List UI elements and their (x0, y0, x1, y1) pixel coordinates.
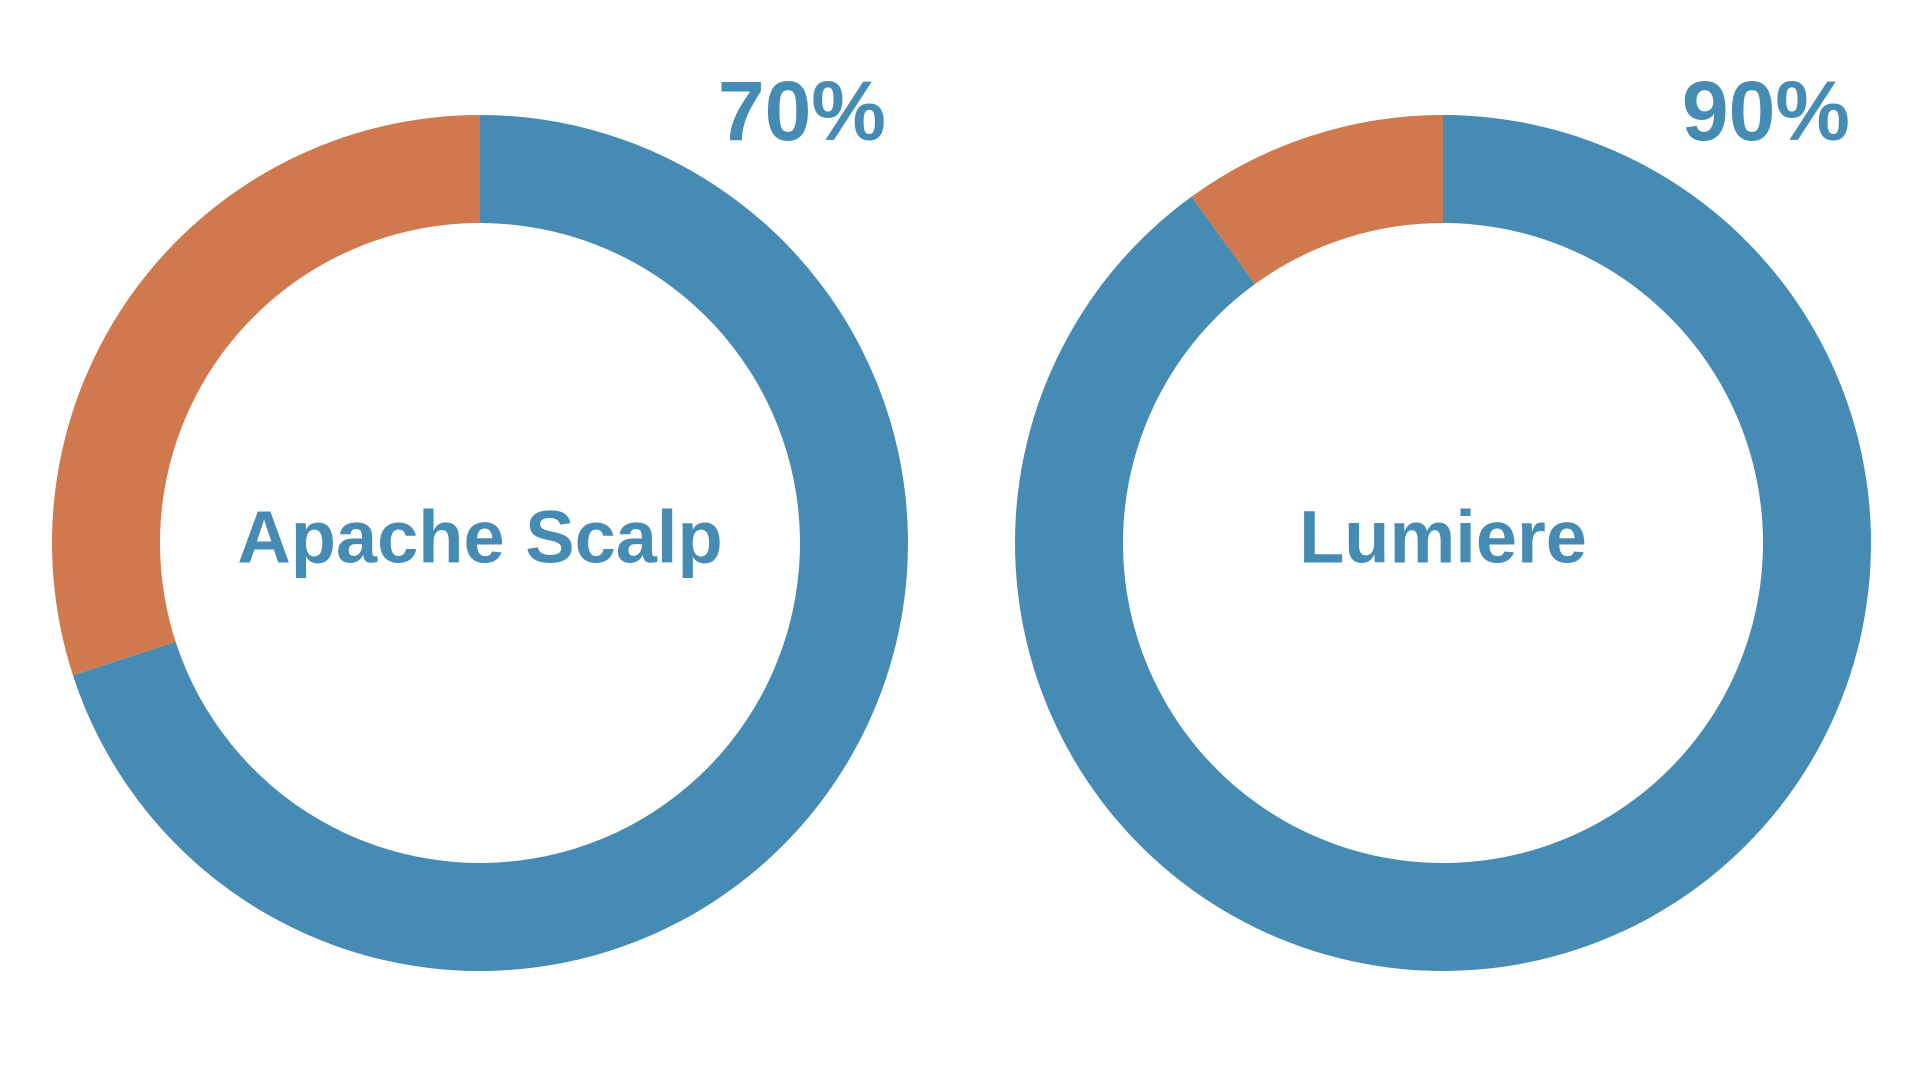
donut-slice-apache-scalp-remainder (51, 115, 481, 676)
donut-chart-lumiere: Lumiere 90% (1014, 64, 1871, 972)
donut-center-label: Lumiere (1299, 496, 1587, 579)
donut-center-label: Apache Scalp (237, 496, 722, 579)
donut-slice-lumiere-remainder (1191, 114, 1443, 285)
donut-percent-label: 90% (1682, 64, 1850, 158)
donut-chart-apache-scalp: Apache Scalp 70% (51, 64, 908, 971)
donut-percent-label: 70% (718, 64, 886, 158)
